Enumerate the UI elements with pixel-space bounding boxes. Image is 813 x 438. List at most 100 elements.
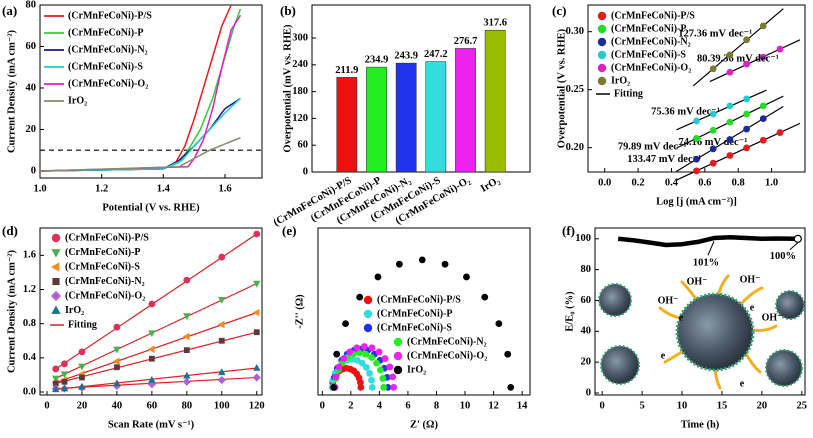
- x-axis-label: Potential (V vs. RHE): [102, 202, 200, 213]
- marker: [743, 144, 750, 152]
- slope-label: 75.36 mV dec⁻¹: [651, 106, 720, 117]
- marker: [363, 323, 373, 333]
- y-axis-label: Overpotential (V vs. RHE): [556, 28, 567, 148]
- legend-label: (CrMnFeCoNi)-P: [377, 308, 453, 319]
- marker: [743, 36, 750, 44]
- legend-label: (CrMnFeCoNi)-P/S: [68, 10, 152, 21]
- marker: [363, 309, 373, 319]
- marker: [51, 249, 61, 258]
- marker: [504, 350, 512, 358]
- x-tick-label: 0: [600, 400, 605, 411]
- marker: [218, 368, 226, 376]
- y-tick-label: 0.30: [566, 26, 584, 37]
- bar: [395, 62, 417, 173]
- marker: [362, 350, 370, 358]
- x-tick-label: 0.2: [632, 177, 645, 188]
- annotation-arrow: [789, 242, 799, 251]
- nanoparticle: [675, 292, 755, 372]
- marker: [113, 346, 121, 354]
- arrow: [738, 286, 764, 307]
- y-tick-label: 0: [586, 387, 591, 398]
- legend-label: (CrMnFeCoNi)-P/S: [611, 10, 695, 21]
- marker: [726, 118, 734, 126]
- x-axis-label: Z' (Ω): [410, 419, 438, 430]
- nanoparticle: [765, 349, 803, 387]
- marker: [148, 330, 156, 338]
- marker: [183, 371, 191, 379]
- inset-label: e: [750, 302, 755, 313]
- marker: [597, 37, 607, 47]
- x-tick-label: 0: [320, 400, 325, 411]
- marker: [78, 382, 86, 390]
- legend-label: IrO₂: [611, 75, 630, 86]
- legend-label: (CrMnFeCoNi)-S: [65, 261, 140, 272]
- legend-label: (CrMnFeCoNi)-O₂: [68, 78, 148, 89]
- legend-label: (CrMnFeCoNi)-N₂: [65, 276, 145, 287]
- marker: [463, 273, 470, 281]
- legend-label: (CrMnFeCoNi)-O₂: [65, 290, 145, 301]
- marker: [60, 384, 69, 392]
- marker: [253, 280, 261, 288]
- marker: [597, 24, 607, 34]
- x-tick-label: 0.6: [698, 177, 711, 188]
- marker: [335, 363, 343, 371]
- marker: [743, 110, 750, 118]
- y-tick-label: 300: [292, 32, 308, 43]
- x-tick-label: 40: [112, 400, 123, 411]
- marker: [368, 383, 376, 391]
- plot-frame: [39, 4, 263, 179]
- marker: [693, 167, 700, 175]
- bar: [366, 66, 387, 173]
- x-tick-label: 0: [44, 400, 49, 411]
- marker: [374, 273, 382, 281]
- panel-label: (b): [280, 3, 296, 18]
- marker: [441, 260, 449, 268]
- arrow: [743, 350, 762, 374]
- marker: [356, 293, 364, 301]
- marker: [332, 373, 340, 381]
- marker: [114, 364, 120, 371]
- marker: [759, 136, 767, 144]
- x-tick-label: 10: [677, 400, 688, 411]
- marker: [776, 45, 784, 53]
- marker: [726, 102, 734, 110]
- y-tick-label: 0.0: [23, 386, 36, 397]
- marker: [393, 351, 403, 361]
- marker: [386, 363, 394, 371]
- marker: [252, 308, 260, 317]
- marker: [373, 359, 380, 367]
- x-tick-label: 4: [377, 400, 383, 411]
- marker: [726, 136, 734, 143]
- slope-label: 74.16 mV dec⁻¹: [679, 137, 748, 148]
- x-tick-label: IrO₂: [479, 175, 502, 195]
- legend-label: (CrMnFeCoNi)-P: [65, 247, 141, 258]
- marker: [389, 373, 397, 381]
- marker: [354, 356, 361, 364]
- inset-label: e: [679, 312, 684, 323]
- marker: [333, 350, 341, 358]
- legend-label: (CrMnFeCoNi)-P: [68, 27, 144, 38]
- slope-label: 133.47 mV dec⁻¹: [627, 154, 701, 165]
- data-line: [39, 97, 241, 172]
- marker: [353, 344, 361, 352]
- marker: [743, 60, 750, 68]
- marker: [693, 117, 700, 125]
- y-tick-label: 40: [581, 326, 592, 337]
- marker: [113, 379, 121, 387]
- annotation: 100%: [770, 251, 796, 262]
- arrow: [663, 348, 687, 364]
- x-tick-label: 1.0: [33, 183, 46, 194]
- marker: [51, 385, 60, 393]
- x-tick-label: 0.8: [732, 177, 745, 188]
- legend-label: (CrMnFeCoNi)-P/S: [65, 232, 149, 243]
- legend-label: (CrMnFeCoNi)-S: [68, 61, 143, 72]
- x-axis-label: Time (h): [681, 419, 720, 430]
- marker: [61, 378, 68, 385]
- inset-label: OH⁻: [740, 274, 761, 285]
- marker: [183, 347, 190, 354]
- marker: [330, 383, 338, 391]
- marker: [743, 95, 750, 103]
- inset-label: e: [740, 378, 745, 389]
- marker: [52, 380, 59, 387]
